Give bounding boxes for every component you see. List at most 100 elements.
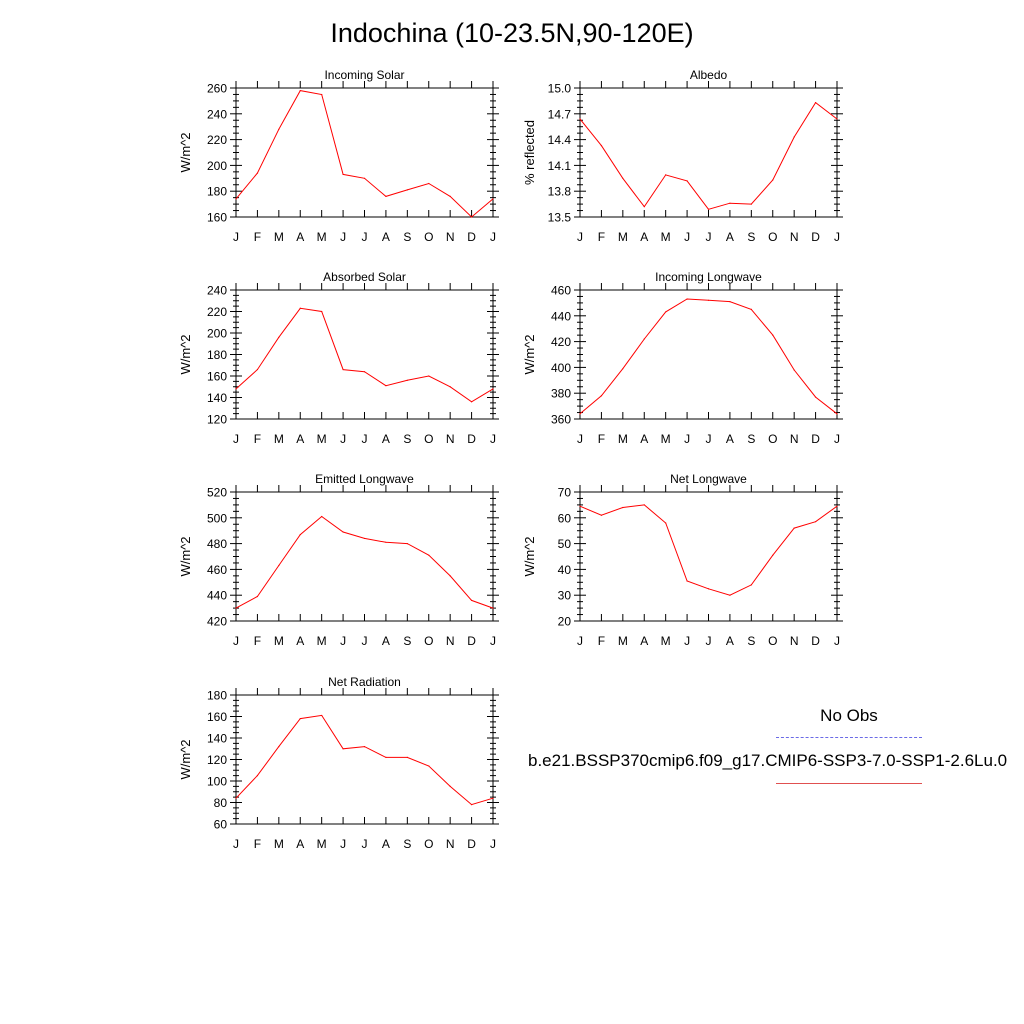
- x-tick-label: M: [274, 230, 284, 244]
- y-tick-label: 360: [551, 413, 571, 427]
- plot-frame: [235, 694, 494, 825]
- data-point: [579, 118, 581, 120]
- x-tick-label: M: [661, 230, 671, 244]
- data-point: [342, 173, 344, 176]
- y-tick-label: 140: [207, 732, 227, 746]
- y-axis-label: W/m^2: [178, 132, 193, 172]
- x-tick-label: O: [424, 432, 433, 446]
- data-point: [492, 607, 494, 609]
- x-tick-label: A: [726, 230, 734, 244]
- series-line: [235, 307, 494, 403]
- y-tick-label: 200: [207, 327, 227, 341]
- x-tick-label: O: [768, 634, 777, 648]
- y-tick-label: 13.5: [548, 211, 572, 225]
- y-tick-label: 13.8: [548, 185, 572, 199]
- data-point: [256, 775, 259, 777]
- plot-frame: [579, 491, 838, 622]
- x-tick-label: J: [834, 432, 840, 446]
- data-point: [428, 182, 430, 185]
- x-tick-label: J: [362, 634, 368, 648]
- x-tick-label: F: [254, 230, 261, 244]
- x-tick-label: A: [296, 230, 304, 244]
- data-point: [772, 179, 774, 181]
- x-tick-label: N: [446, 432, 455, 446]
- y-tick-label: 200: [207, 159, 227, 173]
- chart-title: Net Longwave: [670, 472, 747, 486]
- y-tick-label: 160: [207, 370, 227, 384]
- data-point: [729, 594, 731, 596]
- x-tick-label: A: [382, 634, 390, 648]
- x-tick-label: N: [446, 837, 455, 851]
- data-point: [750, 203, 752, 205]
- data-point: [600, 145, 603, 147]
- data-point: [707, 208, 710, 210]
- plot-frame: [579, 87, 838, 218]
- plot-frame: [235, 87, 494, 218]
- data-point: [321, 714, 323, 717]
- data-point: [643, 206, 645, 208]
- data-point: [772, 334, 774, 336]
- x-tick-label: J: [362, 837, 368, 851]
- x-tick-label: N: [790, 634, 799, 648]
- x-tick-label: J: [362, 230, 368, 244]
- plot-frame: [235, 491, 494, 622]
- series-line: [235, 90, 494, 218]
- data-point: [707, 588, 710, 590]
- y-tick-label: 180: [207, 185, 227, 199]
- y-tick-label: 15.0: [548, 82, 572, 96]
- x-tick-label: F: [254, 634, 261, 648]
- chart-title: Net Radiation: [328, 675, 401, 689]
- y-tick-label: 120: [207, 753, 227, 767]
- x-tick-label: D: [467, 634, 476, 648]
- x-tick-label: J: [834, 634, 840, 648]
- y-axis-label: W/m^2: [178, 334, 193, 374]
- plot-frame: [579, 289, 838, 420]
- x-tick-label: J: [233, 634, 239, 648]
- data-point: [470, 216, 473, 218]
- series-line: [579, 504, 838, 596]
- y-tick-label: 14.4: [548, 133, 572, 147]
- x-tick-label: M: [661, 432, 671, 446]
- y-tick-label: 180: [207, 689, 227, 703]
- data-point: [385, 541, 387, 543]
- y-axis-label: W/m^2: [178, 536, 193, 576]
- x-tick-label: J: [577, 230, 583, 244]
- x-tick-label: M: [618, 432, 628, 446]
- data-point: [299, 533, 301, 536]
- data-point: [428, 554, 430, 556]
- chart-title: Emitted Longwave: [315, 472, 414, 486]
- x-tick-label: S: [747, 432, 755, 446]
- data-point: [428, 375, 430, 377]
- x-tick-label: J: [706, 432, 712, 446]
- y-tick-label: 120: [207, 413, 227, 427]
- x-tick-label: F: [254, 837, 261, 851]
- y-tick-label: 220: [207, 133, 227, 147]
- data-point: [342, 748, 344, 750]
- x-tick-label: M: [317, 432, 327, 446]
- data-point: [622, 177, 624, 179]
- x-tick-label: M: [618, 634, 628, 648]
- x-tick-label: D: [467, 230, 476, 244]
- y-tick-label: 440: [551, 309, 571, 323]
- x-tick-label: O: [424, 230, 433, 244]
- x-tick-label: F: [254, 432, 261, 446]
- data-point: [256, 595, 259, 598]
- x-tick-label: O: [768, 230, 777, 244]
- x-tick-label: M: [274, 634, 284, 648]
- data-point: [470, 599, 473, 601]
- data-point: [492, 198, 494, 200]
- y-tick-label: 260: [207, 82, 227, 96]
- y-tick-label: 160: [207, 710, 227, 724]
- data-point: [622, 506, 624, 509]
- data-point: [235, 388, 237, 390]
- x-tick-label: N: [790, 432, 799, 446]
- data-point: [256, 172, 259, 174]
- data-point: [428, 765, 430, 767]
- data-point: [449, 575, 451, 577]
- data-point: [342, 368, 344, 371]
- data-point: [321, 310, 323, 313]
- x-tick-label: A: [296, 634, 304, 648]
